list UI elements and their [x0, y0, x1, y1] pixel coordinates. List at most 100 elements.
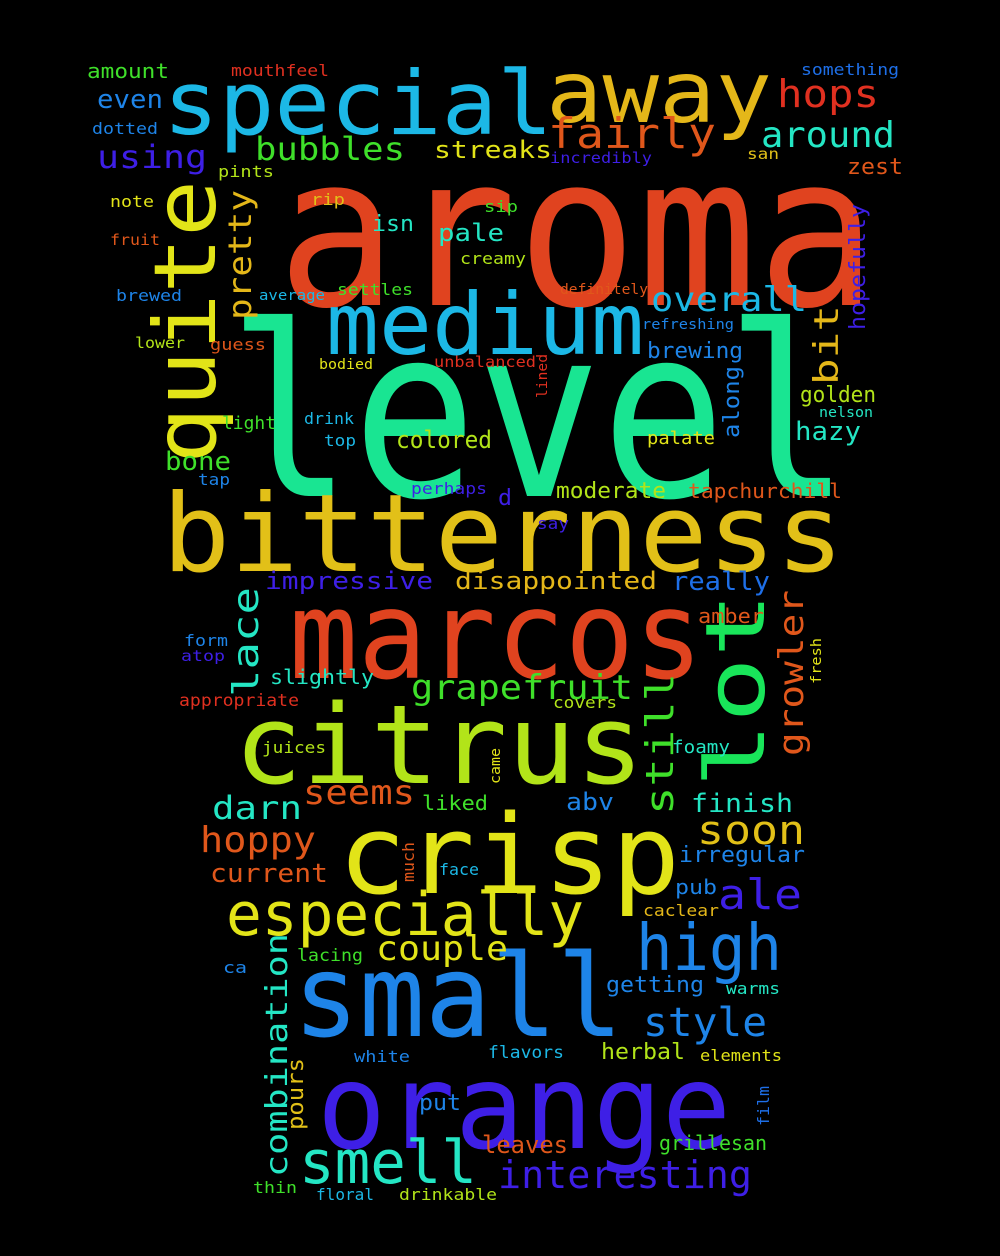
word-impressive: impressive	[265, 567, 433, 595]
word-bodied: bodied	[319, 357, 373, 373]
word-pretty: pretty	[221, 190, 259, 320]
word-bone: bone	[165, 447, 231, 477]
word-brewing: brewing	[647, 339, 743, 364]
word-smell: smell	[299, 1128, 477, 1198]
word-amber: amber	[698, 604, 764, 628]
word-covers: covers	[553, 693, 617, 712]
word-refreshing: refreshing	[642, 317, 734, 333]
word-say: say	[537, 514, 569, 533]
word-unbalanced: unbalanced	[434, 353, 536, 371]
word-quite: quite	[136, 180, 236, 465]
word-sip: sip	[484, 197, 518, 216]
word-palate: palate	[647, 428, 715, 449]
word-tapchurchill: tapchurchill	[688, 479, 842, 503]
word-atop: atop	[181, 647, 225, 665]
word-lined: lined	[535, 354, 551, 398]
word-fresh: fresh	[809, 638, 825, 684]
word-marcos: marcos	[289, 565, 703, 707]
word-elements: elements	[700, 1046, 782, 1065]
word-nelson: nelson	[819, 405, 873, 421]
word-flavors: flavors	[488, 1043, 564, 1063]
word-zest: zest	[847, 155, 903, 180]
word-brewed: brewed	[116, 286, 182, 305]
word-overall: overall	[651, 280, 807, 320]
word-hazy: hazy	[795, 417, 861, 447]
word-darn: darn	[212, 789, 302, 827]
word-high: high	[636, 912, 782, 986]
word-amount: amount	[87, 59, 169, 83]
word-note: note	[110, 192, 154, 211]
word-tap: tap	[198, 470, 230, 489]
word-orange: orange	[317, 1038, 731, 1176]
word-level: level	[228, 276, 850, 553]
word-rip: rip	[311, 190, 345, 209]
word-floral: floral	[316, 1185, 374, 1204]
word-ale: ale	[718, 870, 802, 919]
word-soon: soon	[697, 808, 805, 854]
word-dotted: dotted	[92, 119, 158, 138]
word-aroma: aroma	[277, 110, 877, 355]
word-away: away	[546, 43, 772, 143]
word-san: san	[747, 145, 779, 163]
word-especially: especially	[226, 880, 584, 950]
word-fairly: fairly	[548, 109, 716, 158]
word-put: put	[419, 1091, 461, 1116]
word-using: using	[97, 138, 207, 176]
word-abv: abv	[566, 788, 614, 816]
word-really: really	[672, 567, 770, 597]
word-along: along	[720, 366, 745, 438]
word-creamy: creamy	[460, 249, 526, 268]
word-face: face	[439, 860, 479, 879]
word-bitterness: bitterness	[162, 472, 845, 597]
word-foamy: foamy	[672, 737, 730, 758]
word-small: small	[293, 930, 623, 1063]
word-hoppy: hoppy	[200, 820, 316, 861]
word-combination: combination	[260, 933, 295, 1177]
word-d: d	[498, 486, 512, 511]
word-bit: bit	[807, 305, 847, 385]
word-style: style	[643, 1000, 767, 1046]
word-lower: lower	[135, 334, 185, 352]
word-grillesan: grillesan	[659, 1131, 767, 1155]
word-pints: pints	[218, 162, 274, 181]
word-pub: pub	[675, 875, 717, 899]
word-white: white	[354, 1047, 410, 1066]
word-couple: couple	[376, 929, 508, 969]
word-settles: settles	[337, 280, 413, 299]
word-leaves: leaves	[482, 1131, 568, 1159]
word-pale: pale	[438, 219, 504, 247]
word-guess: guess	[210, 335, 266, 354]
word-irregular: irregular	[679, 843, 805, 868]
word-ca: ca	[223, 958, 247, 977]
word-form: form	[184, 631, 228, 650]
word-mouthfeel: mouthfeel	[231, 61, 329, 80]
word-bubbles: bubbles	[255, 130, 405, 168]
word-golden: golden	[800, 383, 876, 408]
word-juices: juices	[262, 738, 326, 757]
word-medium: medium	[326, 275, 644, 375]
word-average: average	[259, 288, 325, 304]
word-streaks: streaks	[434, 136, 552, 164]
word-pours: pours	[284, 1058, 309, 1130]
word-drinkable: drinkable	[399, 1185, 497, 1204]
word-appropriate: appropriate	[179, 691, 299, 711]
word-seems: seems	[303, 773, 415, 813]
word-thin: thin	[253, 1178, 297, 1197]
word-hops: hops	[777, 72, 879, 116]
word-light: light	[222, 413, 276, 434]
word-special: special	[163, 52, 553, 155]
word-finish: finish	[691, 789, 793, 819]
word-something: something	[801, 60, 899, 79]
word-came: came	[488, 748, 504, 784]
word-film: film	[754, 1086, 773, 1126]
word-much: much	[399, 842, 418, 882]
word-incredibly: incredibly	[550, 149, 652, 167]
word-getting: getting	[606, 973, 704, 998]
word-drink: drink	[304, 409, 354, 428]
word-caclear: caclear	[643, 901, 719, 920]
word-warms: warms	[726, 979, 780, 998]
word-around: around	[761, 115, 895, 156]
word-grapefruit: grapefruit	[411, 668, 633, 708]
word-lacing: lacing	[297, 946, 363, 966]
